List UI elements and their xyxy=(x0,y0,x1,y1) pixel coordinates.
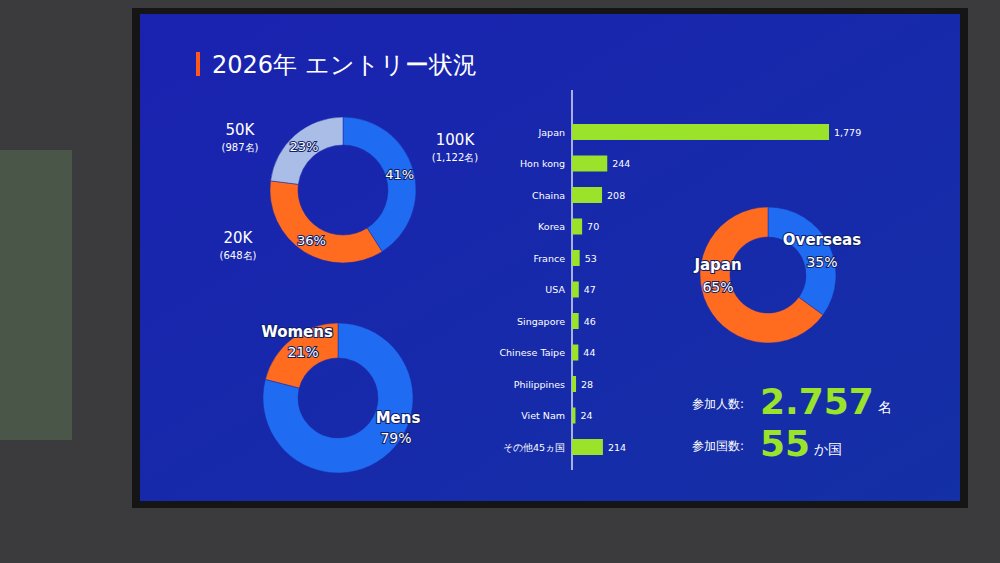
category-label: Overseas xyxy=(783,231,861,249)
tick-label: Chaina xyxy=(532,190,565,201)
data-label: 21% xyxy=(287,344,318,360)
wall xyxy=(0,0,1000,563)
stat-unit: 名 xyxy=(878,399,892,415)
bar xyxy=(572,408,575,424)
tick-label: France xyxy=(533,253,565,264)
category-label: Womens xyxy=(261,323,333,341)
side-photo xyxy=(0,150,72,440)
bar xyxy=(572,439,603,455)
screen-bezel xyxy=(132,8,968,508)
bar xyxy=(572,376,576,392)
data-label: 70 xyxy=(587,221,599,232)
stat-value: 55 xyxy=(760,423,810,464)
category-label: 50K xyxy=(226,121,256,139)
tick-label: Hon kong xyxy=(520,158,565,169)
data-label: 1,779 xyxy=(834,127,861,138)
donut-chart xyxy=(263,323,413,473)
bar xyxy=(572,156,607,172)
data-label: 35% xyxy=(806,254,837,270)
data-label: 208 xyxy=(607,190,625,201)
data-label: 28 xyxy=(581,379,593,390)
data-label: 65% xyxy=(702,279,733,295)
category-label: Mens xyxy=(376,409,421,427)
data-label: 46 xyxy=(584,316,596,327)
data-label: 53 xyxy=(585,253,597,264)
category-label: Japan xyxy=(693,256,741,274)
donut-chart xyxy=(700,207,836,343)
tick-label: その他45ヵ国 xyxy=(503,442,565,453)
slice xyxy=(343,117,416,252)
title: 2026年 エントリー状況 xyxy=(212,51,477,79)
tick-label: Chinese Taipe xyxy=(499,347,565,358)
category-label: 20K xyxy=(224,229,254,247)
tick-label: Singapore xyxy=(517,316,565,327)
donut-chart xyxy=(270,117,416,263)
screen xyxy=(140,14,960,501)
tick-label: USA xyxy=(545,284,565,295)
bar xyxy=(572,282,579,298)
slice xyxy=(700,207,823,343)
data-label: 79% xyxy=(380,430,411,446)
participant-label: (1,122名) xyxy=(432,152,479,163)
stat-label: 参加人数: xyxy=(692,397,744,411)
data-label: 23% xyxy=(290,139,319,154)
bar xyxy=(572,313,579,329)
category-label: 100K xyxy=(436,131,476,149)
bar xyxy=(572,219,582,235)
page: 2026年 エントリー状況 41% 36% 23% 100K (1,122名) 20K (64… xyxy=(0,0,1000,563)
bar xyxy=(572,250,580,266)
participant-label: (648名) xyxy=(220,250,257,261)
tick-label: Korea xyxy=(538,221,565,232)
tick-label: Japan xyxy=(538,127,566,138)
tick-label: Philippines xyxy=(514,379,565,390)
stat-value: 2.757 xyxy=(760,381,874,422)
title-accent xyxy=(196,52,200,76)
slice xyxy=(271,117,343,184)
data-label: 244 xyxy=(612,158,630,169)
tick-label: Viet Nam xyxy=(521,410,565,421)
data-label: 214 xyxy=(608,442,626,453)
bar xyxy=(572,187,602,203)
participant-label: (987名) xyxy=(222,142,259,153)
slice xyxy=(270,181,382,263)
data-label: 24 xyxy=(580,410,592,421)
stat-unit: か国 xyxy=(814,441,842,457)
data-label: 44 xyxy=(583,347,595,358)
bar xyxy=(572,124,829,140)
slice xyxy=(263,323,413,473)
stat-label: 参加国数: xyxy=(692,439,744,453)
data-label: 41% xyxy=(385,167,414,182)
data-label: 36% xyxy=(297,233,326,248)
bar xyxy=(572,345,578,361)
data-label: 47 xyxy=(584,284,596,295)
